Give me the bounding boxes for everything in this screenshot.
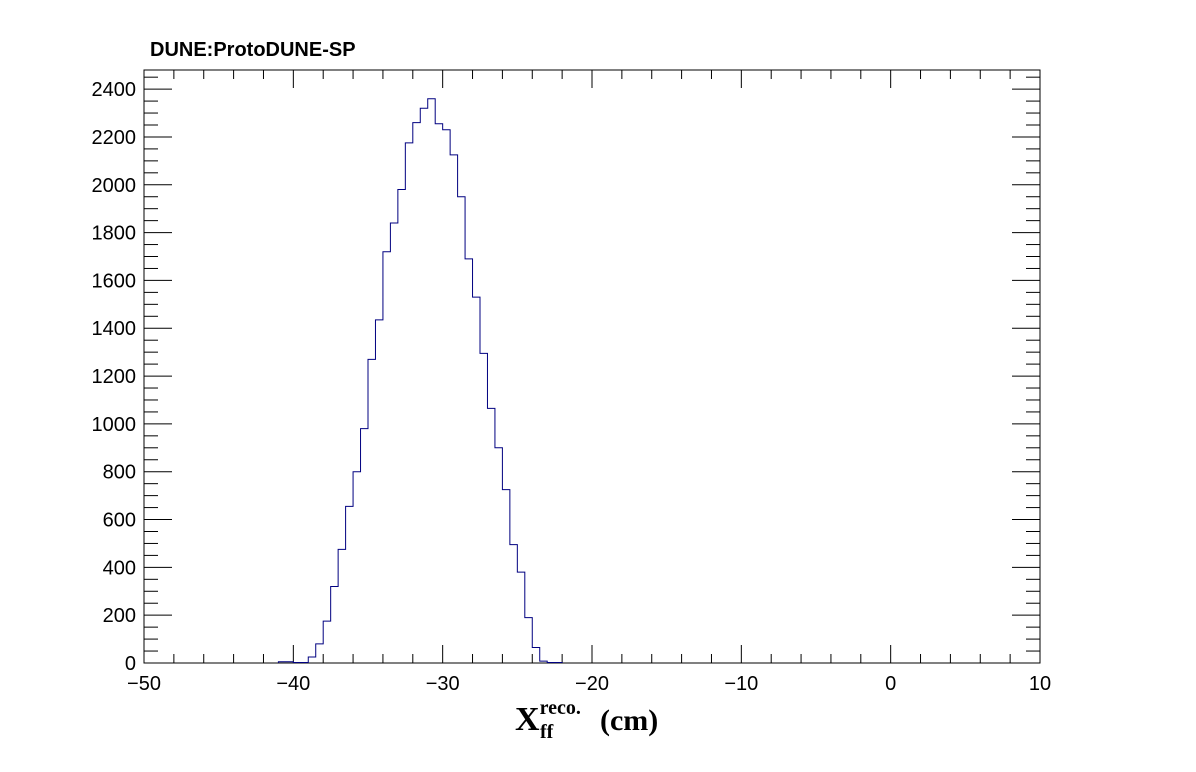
y-tick-label: 0 — [125, 653, 136, 675]
axis-ticks — [143, 70, 1041, 664]
x-tick-label: −20 — [575, 673, 609, 695]
y-tick-label: 1800 — [92, 223, 137, 245]
histogram-bin — [495, 448, 502, 663]
x-axis-label-unit: (cm) — [600, 704, 658, 737]
x-axis-label-superscript: reco. — [540, 697, 581, 719]
histogram-bin — [413, 123, 420, 663]
histogram-bin — [487, 408, 494, 663]
x-tick-label: −40 — [276, 673, 310, 695]
y-tick-label: 1000 — [92, 414, 137, 436]
y-tick-label: 1200 — [92, 366, 137, 388]
histogram-bin — [532, 647, 539, 663]
histogram-bin — [338, 549, 345, 663]
x-axis-label-main: X — [515, 701, 540, 738]
x-tick-label: −10 — [724, 673, 758, 695]
histogram-bin — [517, 572, 524, 663]
histogram-bin — [525, 618, 532, 663]
histogram-bin — [458, 197, 465, 663]
chart-title: DUNE:ProtoDUNE-SP — [150, 39, 356, 61]
histogram-bin — [480, 353, 487, 663]
y-tick-labels: 0 200 400 600 800 1000 1200 1400 1600 1800 2000 220… — [92, 79, 137, 675]
histogram-bin — [331, 586, 338, 663]
x-tick-label: 0 — [885, 673, 896, 695]
y-tick-label: 2200 — [92, 127, 137, 149]
x-tick-label: −30 — [426, 673, 460, 695]
histogram-bin — [502, 490, 509, 663]
histogram-bins — [278, 99, 562, 663]
histogram-bin — [435, 124, 442, 663]
histogram-bin — [316, 644, 323, 663]
plot-frame — [143, 69, 1041, 664]
histogram-bin — [390, 223, 397, 663]
histogram-bin — [353, 472, 360, 663]
histogram-bin — [473, 297, 480, 663]
histogram-bin — [308, 657, 315, 663]
histogram-bin — [450, 155, 457, 663]
histogram-bin — [383, 252, 390, 663]
x-axis-label: Xreco. ff (cm) — [515, 697, 658, 743]
y-tick-label: 600 — [103, 510, 136, 532]
histogram-bin — [323, 621, 330, 663]
x-tick-label: −50 — [127, 673, 161, 695]
histogram-bin — [465, 259, 472, 663]
histogram-bin — [443, 130, 450, 663]
y-tick-label: 1600 — [92, 270, 137, 292]
histogram-bin — [398, 190, 405, 663]
histogram-bin — [510, 545, 517, 663]
histogram-bin — [420, 108, 427, 663]
x-tick-labels: −50 −40 −30 −20 −10 0 10 — [127, 673, 1051, 695]
histogram-bin — [405, 143, 412, 663]
x-tick-label: 10 — [1029, 673, 1051, 695]
histogram-bin — [375, 320, 382, 663]
y-tick-label: 2000 — [92, 175, 137, 197]
histogram-line — [277, 98, 563, 664]
histogram-bin — [361, 429, 368, 663]
y-tick-label: 200 — [103, 605, 136, 627]
x-axis-label-subscript: ff — [540, 721, 554, 743]
y-tick-label: 1400 — [92, 318, 137, 340]
histogram-bin — [346, 506, 353, 663]
y-tick-label: 400 — [103, 557, 136, 579]
histogram-bin — [428, 99, 435, 663]
y-tick-label: 800 — [103, 462, 136, 484]
histogram-bin — [368, 359, 375, 663]
y-tick-label: 2400 — [92, 79, 137, 101]
